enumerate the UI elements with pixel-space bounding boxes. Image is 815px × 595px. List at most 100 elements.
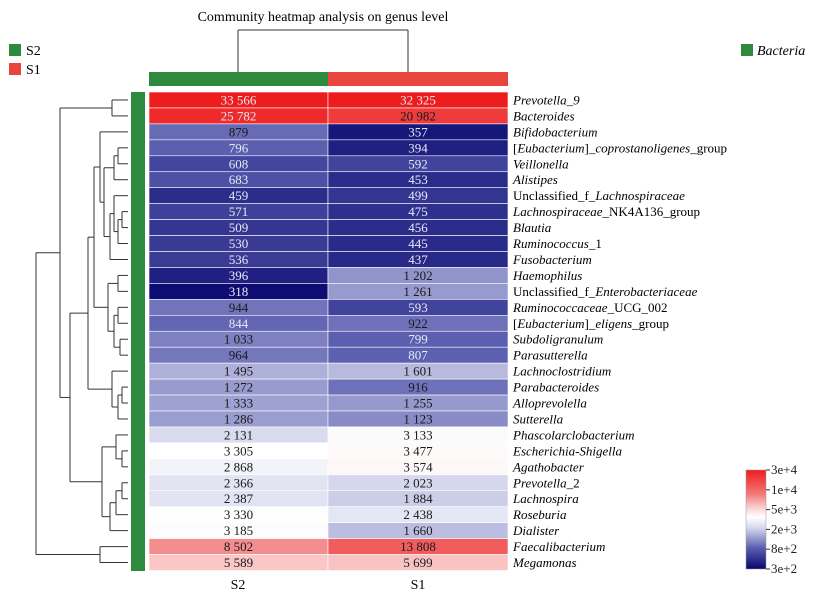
- heatmap-cell-label: 592: [408, 156, 428, 171]
- heatmap-cell-label: 1 033: [224, 332, 253, 347]
- heatmap-cell-label: 1 202: [403, 268, 432, 283]
- row-label: Sutterella: [513, 411, 564, 426]
- row-label: Blautia: [513, 220, 552, 235]
- heatmap-cell-label: 3 133: [403, 427, 432, 442]
- heatmap-cell-label: 1 884: [403, 491, 433, 506]
- heatmap-cell-label: 3 574: [403, 459, 433, 474]
- heatmap-cell-label: 922: [408, 316, 428, 331]
- heatmap-cell-label: 32 325: [400, 92, 436, 107]
- row-label: Prevotella_9: [512, 92, 580, 107]
- row-label: Alloprevolella: [512, 396, 587, 411]
- heatmap-cell-label: 683: [229, 172, 249, 187]
- color-scale-ticks: 3e+4 1e+4 5e+3 2e+3 8e+2 3e+2: [766, 462, 798, 576]
- row-label: Parabacteroides: [512, 380, 599, 395]
- heatmap-cell-label: 799: [408, 332, 428, 347]
- row-label: Unclassified_f_Lachnospiraceae: [513, 188, 685, 203]
- group-legend-s1-swatch: [9, 63, 21, 75]
- group-legend-s2-label: S2: [26, 44, 41, 59]
- color-scale-tick-label: 5e+3: [771, 502, 797, 517]
- heatmap-cell-label: 608: [229, 156, 249, 171]
- color-scale-tick-label: 2e+3: [771, 521, 797, 536]
- heatmap-cell-label: 1 660: [403, 523, 432, 538]
- row-label: Roseburia: [512, 507, 567, 522]
- row-label: Ruminococcaceae_UCG_002: [512, 300, 668, 315]
- heatmap-cell-label: 1 123: [403, 411, 432, 426]
- heatmap-cell-label: 20 982: [400, 108, 436, 123]
- heatmap-cell-label: 318: [229, 284, 249, 299]
- row-label: Unclassified_f_Enterobacteriaceae: [513, 284, 698, 299]
- heatmap-cell-label: 2 438: [403, 507, 432, 522]
- heatmap-cell-label: 5 699: [403, 555, 432, 570]
- heatmap-cell-labels: 33 566 32 325 25 782 20 982 879 357 796 394 608 5…: [221, 92, 436, 570]
- heatmap-cell-label: 1 286: [224, 411, 254, 426]
- row-label: Agathobacter: [512, 459, 585, 474]
- row-label: Bacteroides: [513, 108, 575, 123]
- row-taxon-bar: [131, 92, 145, 571]
- row-label: Prevotella_2: [512, 475, 580, 490]
- heatmap-cell-label: 536: [229, 252, 249, 267]
- row-label: Lachnospiraceae_NK4A136_group: [512, 204, 700, 219]
- heatmap-cell-label: 593: [408, 300, 428, 315]
- heatmap-cells: [148, 91, 509, 571]
- heatmap-cell-label: 1 255: [403, 396, 432, 411]
- row-label: Faecalibacterium: [512, 539, 605, 554]
- heatmap-cell-label: 13 808: [400, 539, 436, 554]
- row-label: Alistipes: [512, 172, 558, 187]
- heatmap-cell-label: 571: [229, 204, 249, 219]
- row-label: Bifidobacterium: [513, 124, 598, 139]
- heatmap-cell-label: 445: [408, 236, 428, 251]
- row-label: [Eubacterium]_eligens_group: [513, 316, 669, 331]
- heatmap-cell-label: 1 261: [403, 284, 432, 299]
- heatmap-cell-label: 1 601: [403, 364, 432, 379]
- heatmap-cell-label: 459: [229, 188, 249, 203]
- heatmap-cell-label: 3 185: [224, 523, 253, 538]
- row-labels: Prevotella_9BacteroidesBifidobacterium[E…: [512, 92, 727, 570]
- row-dendrogram: [35, 99, 128, 564]
- heatmap-cell: [327, 554, 509, 571]
- heatmap-cell-label: 475: [408, 204, 428, 219]
- heatmap-cell-label: 456: [408, 220, 428, 235]
- heatmap-cell-label: 964: [229, 348, 249, 363]
- heatmap-cell-label: 8 502: [224, 539, 253, 554]
- row-label: Dialister: [512, 523, 560, 538]
- row-label: Phascolarclobacterium: [512, 427, 635, 442]
- row-label: Ruminococcus_1: [512, 236, 602, 251]
- heatmap-cell-label: 357: [408, 124, 428, 139]
- heatmap-cell-label: 5 589: [224, 555, 253, 570]
- color-scale-tick-label: 3e+4: [771, 462, 798, 477]
- heatmap-cell-label: 3 477: [403, 443, 433, 458]
- chart-title: Community heatmap analysis on genus leve…: [198, 10, 449, 25]
- taxon-legend: Bacteria: [741, 44, 805, 59]
- row-label: Escherichia-Shigella: [512, 443, 623, 458]
- row-label: Haemophilus: [512, 268, 582, 283]
- heatmap-cell-label: 2 868: [224, 459, 253, 474]
- heatmap-cell-label: 25 782: [221, 108, 257, 123]
- heatmap-cell-label: 1 495: [224, 364, 253, 379]
- taxon-legend-label: Bacteria: [757, 44, 805, 59]
- group-legend-s2-swatch: [9, 44, 21, 56]
- color-scale-tick-label: 3e+2: [771, 561, 797, 576]
- color-scale-bar: [745, 469, 767, 570]
- heatmap-cell-label: 394: [408, 140, 428, 155]
- heatmap-cell-label: 509: [229, 220, 249, 235]
- heatmap-cell-label: 499: [408, 188, 428, 203]
- column-group-bar: [149, 72, 508, 86]
- taxon-legend-swatch: [741, 44, 753, 56]
- row-label: Subdoligranulum: [513, 332, 603, 347]
- heatmap-cell-label: 2 023: [403, 475, 432, 490]
- row-label: [Eubacterium]_coprostanoligenes_group: [513, 140, 727, 155]
- heatmap-cell-label: 844: [229, 316, 249, 331]
- heatmap-cell-label: 1 272: [224, 380, 253, 395]
- heatmap-cell-label: 33 566: [221, 92, 257, 107]
- heatmap-cell-label: 2 131: [224, 427, 253, 442]
- row-label: Veillonella: [513, 156, 569, 171]
- heatmap-cell-label: 916: [408, 380, 428, 395]
- heatmap-cell-label: 1 333: [224, 396, 253, 411]
- heatmap-cell-label: 453: [408, 172, 428, 187]
- group-legend: S2 S1: [9, 44, 41, 78]
- heatmap-cell-label: 437: [408, 252, 428, 267]
- column-label-s2: S2: [231, 578, 246, 593]
- heatmap-cell-label: 2 387: [224, 491, 254, 506]
- column-dendrogram: [237, 29, 409, 72]
